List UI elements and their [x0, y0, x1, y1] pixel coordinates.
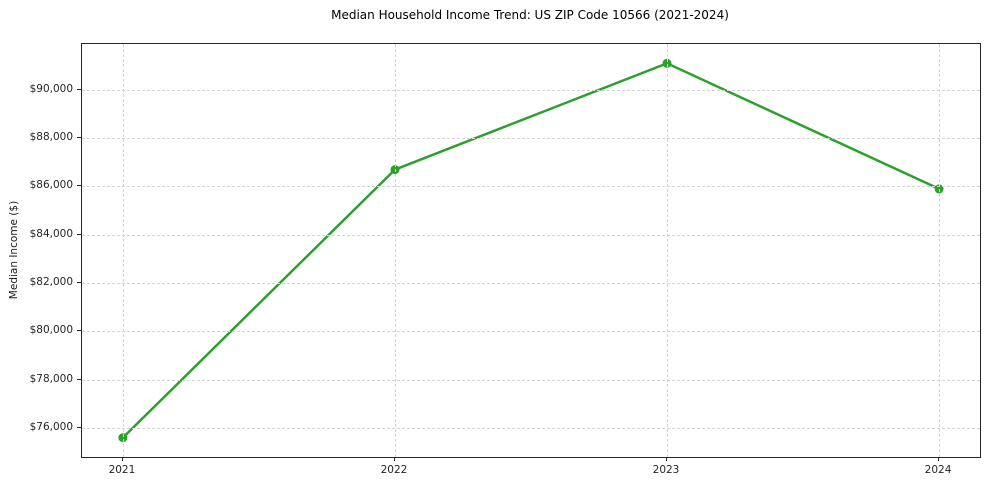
v-gridline [939, 44, 941, 457]
h-gridline [82, 379, 980, 381]
series-line [121, 61, 941, 439]
y-tick-label: $84,000 [29, 227, 73, 240]
v-gridline [394, 44, 396, 457]
y-tick-mark [77, 233, 81, 235]
x-tick-label: 2023 [652, 464, 680, 476]
x-tick-label: 2024 [924, 464, 952, 476]
h-gridline [82, 234, 980, 236]
h-gridline [82, 331, 980, 333]
v-gridline [122, 44, 124, 457]
line-series [118, 58, 944, 443]
y-tick-mark [77, 88, 81, 90]
y-tick-label: $80,000 [29, 324, 73, 337]
y-tick-label: $86,000 [29, 179, 73, 192]
h-gridline [82, 186, 980, 188]
plot-area [81, 43, 981, 458]
x-tick-label: 2021 [108, 464, 136, 476]
h-gridline [82, 428, 980, 430]
y-tick-mark [77, 427, 81, 429]
h-gridline [82, 89, 980, 91]
x-tick-mark [938, 457, 940, 461]
y-tick-label: $90,000 [29, 82, 73, 95]
h-gridline [82, 283, 980, 285]
y-tick-mark [77, 330, 81, 332]
data-point-marker [118, 433, 128, 443]
v-gridline [667, 44, 669, 457]
y-tick-mark [77, 137, 81, 139]
y-tick-label: $88,000 [29, 131, 73, 144]
chart-title: Median Household Income Trend: US ZIP Co… [331, 8, 729, 22]
x-tick-mark [666, 457, 668, 461]
y-tick-label: $76,000 [29, 421, 73, 434]
x-tick-label: 2022 [380, 464, 408, 476]
y-tick-label: $78,000 [29, 372, 73, 385]
y-tick-mark [77, 185, 81, 187]
x-tick-mark [393, 457, 395, 461]
h-gridline [82, 138, 980, 140]
data-point-marker [662, 58, 672, 68]
y-tick-mark [77, 282, 81, 284]
y-tick-label: $82,000 [29, 276, 73, 289]
y-tick-mark [77, 378, 81, 380]
x-tick-mark [121, 457, 123, 461]
